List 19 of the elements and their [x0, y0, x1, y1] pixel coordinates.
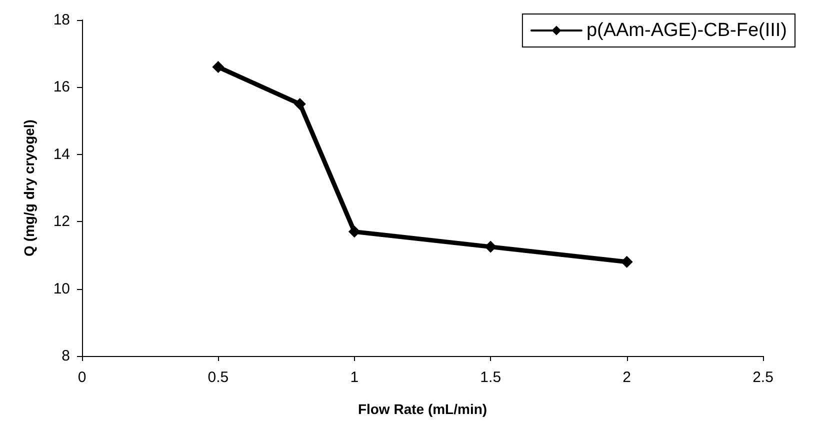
- y-tick-label: 14: [53, 146, 70, 163]
- point: [348, 226, 360, 238]
- x-tick-label: 0.5: [208, 369, 229, 386]
- y-tick-label: 12: [53, 213, 70, 230]
- x-tick-label: 1.5: [480, 369, 502, 386]
- y-tick-label: 8: [62, 348, 70, 364]
- y-tick-label: 18: [53, 12, 70, 28]
- point: [212, 61, 224, 74]
- y-tick-label: 10: [53, 280, 70, 298]
- x-axis-title: Flow Rate (mL/min): [358, 401, 488, 417]
- x-tick-label: 2.5: [752, 369, 774, 386]
- point: [484, 240, 497, 253]
- point: [294, 98, 306, 110]
- x-tick-label: 2: [622, 369, 631, 386]
- y-tick-label: 16: [53, 78, 70, 96]
- x-tick-label: 0: [78, 369, 86, 386]
- x-tick-label: 1: [350, 369, 359, 386]
- legend-label: p(AAm-AGE)-CB-Fe(III): [586, 20, 788, 41]
- y-axis-title: Q (mg/g dry cryogel): [21, 120, 37, 256]
